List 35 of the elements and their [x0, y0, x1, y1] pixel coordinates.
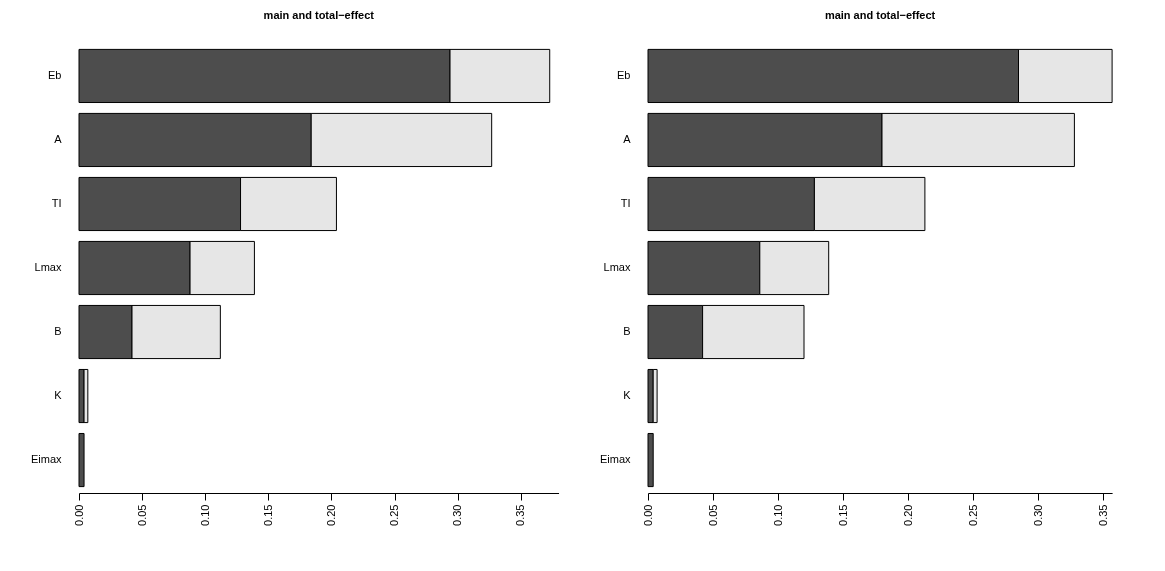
y-tick-label: Eimax: [599, 453, 631, 466]
chart-title: main and total−effect: [263, 9, 375, 21]
x-tick-label: 0.10: [771, 504, 784, 526]
x-tick-label: 0.00: [641, 504, 654, 526]
y-tick-label: K: [54, 389, 63, 402]
x-tick-label: 0.10: [198, 504, 211, 526]
y-tick-label: TI: [620, 196, 631, 209]
x-tick-label: 0.05: [706, 504, 719, 526]
x-tick-label: 0.25: [388, 504, 400, 526]
x-tick-label: 0.20: [901, 504, 914, 526]
x-tick-label: 0.35: [1096, 504, 1109, 526]
chart-title: main and total−effect: [824, 9, 936, 21]
x-tick-label: 0.20: [324, 504, 337, 526]
x-tick-label: 0.30: [451, 504, 464, 526]
y-tick-label: B: [54, 325, 62, 338]
x-tick-label: 0.15: [836, 504, 849, 526]
bar: [647, 368, 654, 424]
y-tick-label: Eb: [617, 68, 631, 81]
y-tick-label: B: [623, 325, 631, 338]
y-tick-label: Eb: [48, 68, 62, 81]
bar: [78, 432, 85, 488]
y-tick-label: Eimax: [30, 453, 62, 466]
y-tick-label: Lmax: [34, 261, 62, 273]
x-tick-label: 0.00: [72, 504, 85, 526]
x-tick-label: 0.35: [514, 504, 527, 526]
y-tick-label: A: [623, 132, 632, 145]
y-tick-label: K: [623, 389, 632, 402]
y-tick-label: TI: [51, 196, 62, 209]
y-tick-label: Lmax: [603, 261, 631, 273]
bar: [647, 432, 654, 488]
x-tick-label: 0.30: [1031, 504, 1044, 526]
x-tick-label: 0.05: [135, 504, 148, 526]
x-tick-label: 0.15: [261, 504, 274, 526]
y-tick-label: A: [54, 132, 63, 145]
x-tick-label: 0.25: [966, 504, 979, 526]
